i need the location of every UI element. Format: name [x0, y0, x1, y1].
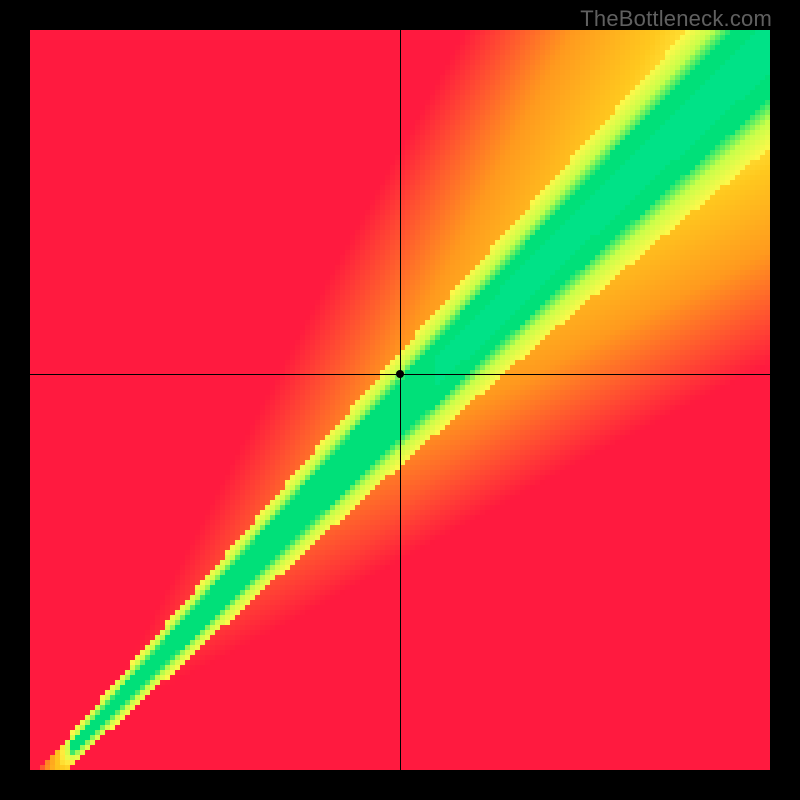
- viewport: TheBottleneck.com: [0, 0, 800, 800]
- crosshair-vertical-line: [400, 30, 401, 770]
- watermark-text: TheBottleneck.com: [580, 6, 772, 32]
- heatmap-chart: [30, 30, 770, 770]
